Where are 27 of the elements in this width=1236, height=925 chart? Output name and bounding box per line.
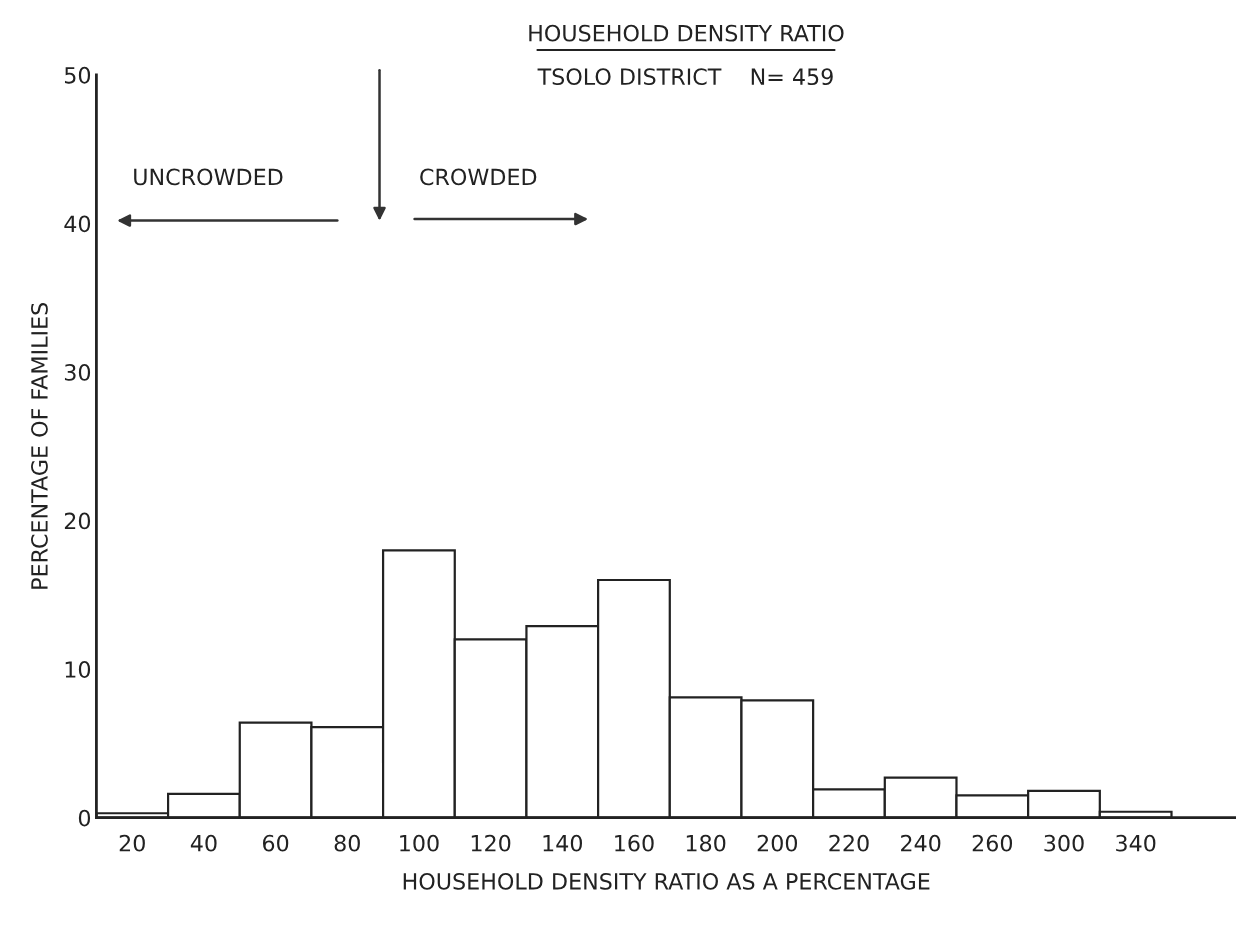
- annotation: CROWDED: [420, 168, 537, 186]
- x-tick-label: 20: [119, 834, 145, 852]
- chart-title: HOUSEHOLD DENSITY RATIO: [529, 24, 844, 42]
- x-tick-label: 140: [543, 834, 583, 852]
- annotation: UNCROWDED: [134, 168, 283, 186]
- y-tick-label: 40: [64, 215, 91, 233]
- x-tick-label: 40: [190, 834, 217, 852]
- y-tick-label: 50: [64, 66, 91, 84]
- x-tick-label: 80: [334, 834, 360, 852]
- y-axis-title: PERCENTAGE OF FAMILIES: [31, 303, 48, 589]
- y-tick-label: 0: [78, 809, 91, 827]
- x-tick-label: 60: [263, 834, 289, 852]
- x-tick-label: 220: [829, 834, 869, 852]
- x-tick-label: 180: [686, 834, 726, 852]
- x-tick-label: 260: [972, 834, 1013, 852]
- x-tick-label: 340: [1116, 834, 1156, 852]
- x-tick-label: 240: [901, 834, 941, 852]
- x-tick-label: 200: [757, 834, 798, 852]
- chart-subtitle: TSOLO DISTRICT N= 459: [537, 68, 833, 86]
- y-tick-label: 30: [64, 363, 91, 381]
- x-tick-label: 120: [471, 834, 511, 852]
- x-axis-title: HOUSEHOLD DENSITY RATIO AS A PERCENTAGE: [403, 872, 930, 890]
- x-tick-label: 160: [615, 834, 654, 852]
- x-tick-label: 100: [400, 834, 439, 852]
- y-tick-label: 20: [64, 512, 91, 530]
- y-tick-label: 10: [65, 661, 91, 678]
- x-tick-label: 300: [1044, 834, 1084, 852]
